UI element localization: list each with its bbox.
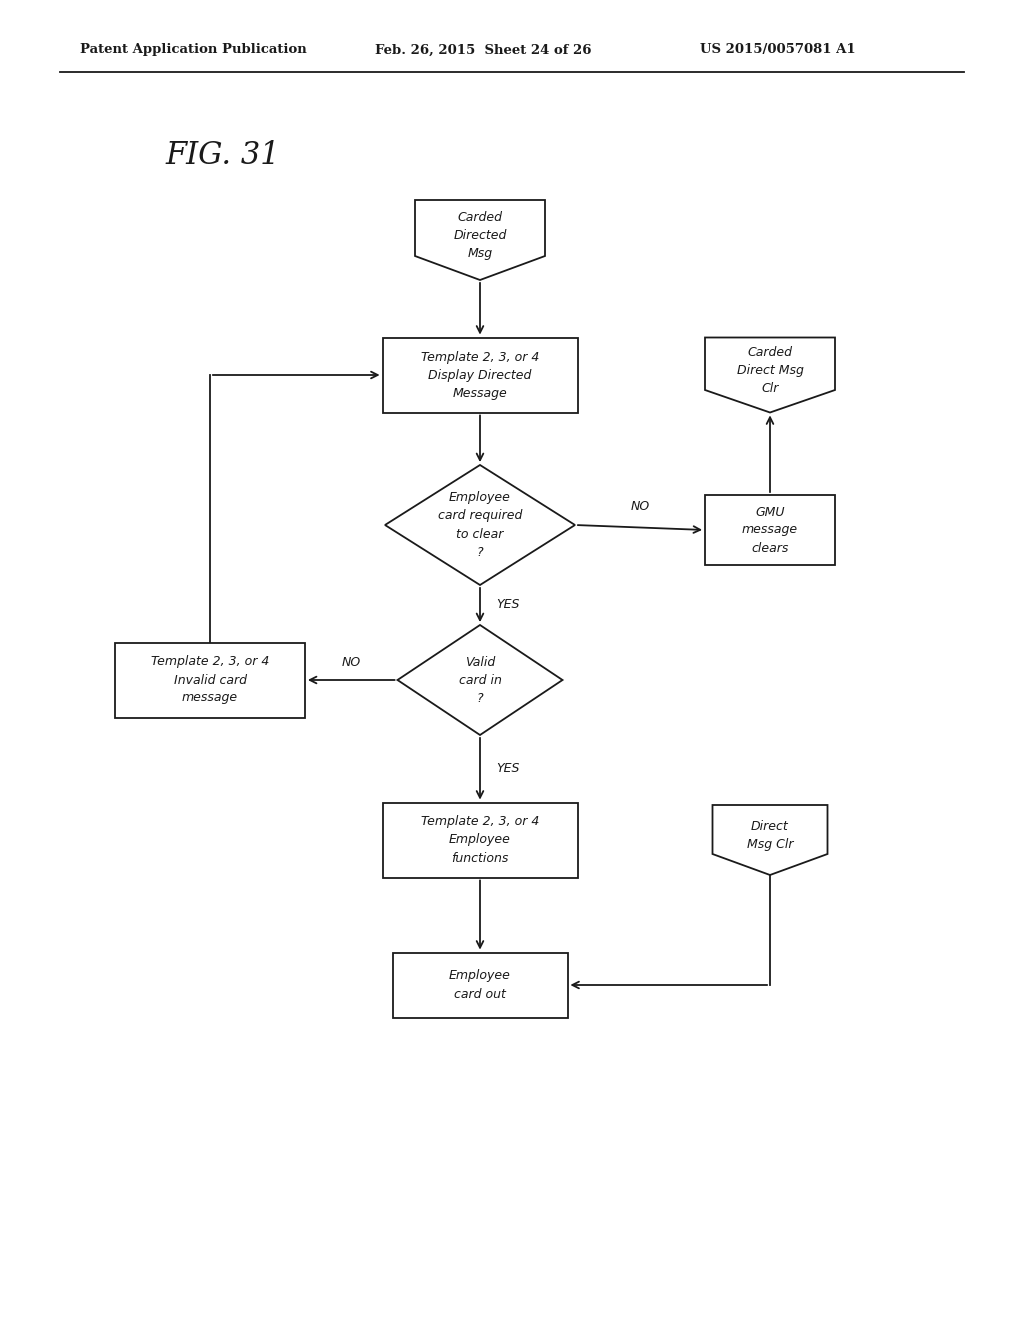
Text: Patent Application Publication: Patent Application Publication (80, 44, 307, 57)
Bar (115, 643, 305, 718)
Text: Carded
Direct Msg
Clr: Carded Direct Msg Clr (736, 346, 804, 395)
Polygon shape (397, 624, 562, 735)
Bar (392, 953, 567, 1018)
Text: Employee
card required
to clear
?: Employee card required to clear ? (438, 491, 522, 558)
Text: YES: YES (497, 762, 520, 775)
Polygon shape (713, 805, 827, 875)
Text: Feb. 26, 2015  Sheet 24 of 26: Feb. 26, 2015 Sheet 24 of 26 (375, 44, 592, 57)
Text: Template 2, 3, or 4
Invalid card
message: Template 2, 3, or 4 Invalid card message (151, 656, 269, 705)
Text: YES: YES (497, 598, 520, 611)
Text: NO: NO (342, 656, 360, 668)
Bar (383, 803, 578, 878)
Text: NO: NO (631, 500, 649, 513)
Text: Template 2, 3, or 4
Employee
functions: Template 2, 3, or 4 Employee functions (421, 816, 540, 865)
Text: Carded
Directed
Msg: Carded Directed Msg (454, 211, 507, 260)
Text: Direct
Msg Clr: Direct Msg Clr (746, 820, 794, 851)
Bar (383, 338, 578, 412)
Text: GMU
message
clears: GMU message clears (742, 506, 798, 554)
Polygon shape (415, 201, 545, 280)
Polygon shape (385, 465, 575, 585)
Bar (705, 495, 835, 565)
Text: US 2015/0057081 A1: US 2015/0057081 A1 (700, 44, 856, 57)
Text: Employee
card out: Employee card out (450, 969, 511, 1001)
Polygon shape (705, 338, 835, 412)
Text: Valid
card in
?: Valid card in ? (459, 656, 502, 705)
Text: FIG. 31: FIG. 31 (165, 140, 280, 170)
Text: Template 2, 3, or 4
Display Directed
Message: Template 2, 3, or 4 Display Directed Mes… (421, 351, 540, 400)
